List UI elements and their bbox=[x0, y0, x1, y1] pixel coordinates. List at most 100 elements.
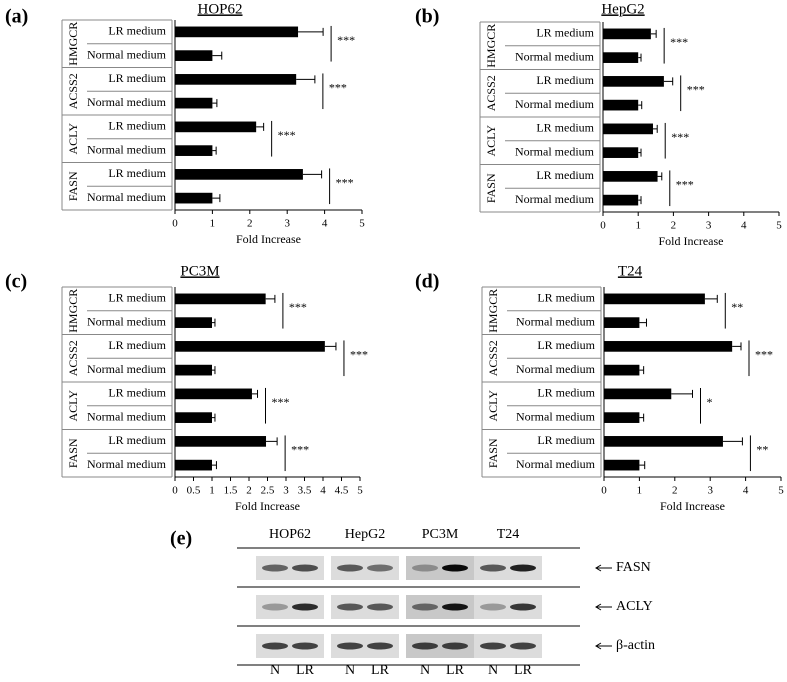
category-label: Normal medium bbox=[515, 144, 595, 158]
category-label: Normal medium bbox=[516, 457, 596, 471]
bar bbox=[175, 459, 212, 471]
band bbox=[292, 642, 318, 650]
bar bbox=[175, 145, 213, 156]
significance: *** bbox=[336, 176, 354, 190]
band bbox=[510, 564, 536, 572]
x-tick-label: 2 bbox=[672, 485, 678, 497]
bar bbox=[604, 388, 672, 400]
x-tick-label: 1 bbox=[209, 485, 215, 497]
band bbox=[337, 642, 363, 650]
category-label: Normal medium bbox=[515, 49, 595, 63]
error-bar bbox=[212, 366, 216, 375]
significance: *** bbox=[350, 348, 368, 362]
error-bar bbox=[212, 318, 216, 327]
band bbox=[262, 642, 288, 650]
bar bbox=[603, 194, 639, 206]
arrow bbox=[595, 564, 612, 572]
lane-label: N bbox=[488, 663, 498, 678]
group-label: ACSS2 bbox=[66, 73, 80, 109]
bar bbox=[603, 123, 653, 135]
error-bar bbox=[212, 146, 217, 155]
lane-label: LR bbox=[514, 663, 533, 678]
bar bbox=[175, 50, 213, 61]
category-label: Normal medium bbox=[87, 362, 167, 376]
category-label: LR medium bbox=[536, 26, 594, 40]
significance: *** bbox=[337, 33, 355, 47]
band bbox=[412, 564, 438, 572]
panel-label: (e) bbox=[170, 528, 192, 550]
panel-label: (c) bbox=[5, 271, 27, 293]
category-label: LR medium bbox=[108, 166, 166, 180]
significance: ** bbox=[731, 300, 743, 314]
bar bbox=[603, 171, 658, 182]
lane-label: LR bbox=[296, 663, 315, 678]
x-tick-label: 2 bbox=[671, 220, 677, 232]
bar bbox=[175, 121, 257, 133]
lane-label: N bbox=[345, 663, 355, 678]
error-bar bbox=[265, 294, 276, 303]
x-tick-label: 1 bbox=[637, 485, 643, 497]
x-tick-label: 3 bbox=[283, 485, 289, 497]
bar bbox=[603, 147, 639, 158]
band bbox=[337, 564, 363, 572]
band bbox=[510, 642, 536, 650]
significance: *** bbox=[687, 83, 705, 97]
error-bar bbox=[266, 437, 278, 446]
group-label: ACLY bbox=[66, 390, 80, 422]
bar bbox=[603, 99, 639, 111]
group-label: HMGCR bbox=[484, 24, 498, 68]
error-bar bbox=[324, 342, 337, 351]
group-label: ACSS2 bbox=[486, 340, 500, 376]
category-label: LR medium bbox=[108, 433, 166, 447]
x-tick-label: 4.5 bbox=[335, 485, 349, 497]
error-bar bbox=[212, 461, 217, 470]
bar bbox=[175, 293, 266, 305]
arrow bbox=[595, 603, 612, 611]
significance: *** bbox=[272, 395, 290, 409]
protein-label: β-actin bbox=[616, 638, 655, 653]
category-label: Normal medium bbox=[515, 192, 595, 206]
group-label: HMGCR bbox=[66, 289, 80, 333]
error-bar bbox=[657, 172, 663, 181]
panel-label: (b) bbox=[415, 6, 439, 28]
group-label: FASN bbox=[486, 438, 500, 468]
category-label: Normal medium bbox=[87, 190, 167, 204]
significance: *** bbox=[329, 81, 347, 95]
significance: * bbox=[707, 395, 713, 409]
chart-title: HepG2 bbox=[601, 1, 644, 17]
category-label: Normal medium bbox=[516, 362, 596, 376]
category-label: LR medium bbox=[536, 121, 594, 135]
lane-label: N bbox=[420, 663, 430, 678]
band bbox=[442, 564, 468, 572]
error-bar bbox=[638, 101, 643, 110]
x-tick-label: 2 bbox=[247, 218, 253, 230]
x-tick-label: 0 bbox=[172, 218, 178, 230]
error-bar bbox=[704, 294, 718, 303]
bar bbox=[175, 436, 267, 447]
x-axis-label: Fold Increase bbox=[659, 234, 724, 248]
category-label: Normal medium bbox=[87, 409, 167, 423]
category-label: Normal medium bbox=[516, 314, 596, 328]
panel-label: (a) bbox=[5, 6, 28, 28]
band bbox=[262, 564, 288, 572]
band bbox=[367, 603, 393, 611]
category-label: Normal medium bbox=[87, 142, 167, 156]
protein-label: ACLY bbox=[616, 599, 653, 614]
group-label: ACSS2 bbox=[484, 75, 498, 111]
group-label: HMGCR bbox=[486, 289, 500, 333]
group-label: HMGCR bbox=[66, 22, 80, 66]
x-tick-label: 4 bbox=[322, 218, 328, 230]
category-label: Normal medium bbox=[87, 47, 167, 61]
x-tick-label: 5 bbox=[778, 485, 784, 497]
band bbox=[480, 603, 506, 611]
error-bar bbox=[638, 53, 642, 62]
bar bbox=[175, 364, 212, 376]
category-label: LR medium bbox=[108, 71, 166, 85]
x-tick-label: 1 bbox=[210, 218, 216, 230]
error-bar bbox=[652, 124, 658, 133]
cell-line-label: T24 bbox=[497, 527, 520, 542]
bar bbox=[603, 76, 664, 87]
band bbox=[412, 603, 438, 611]
error-bar bbox=[212, 413, 216, 422]
protein-label: FASN bbox=[616, 560, 651, 575]
